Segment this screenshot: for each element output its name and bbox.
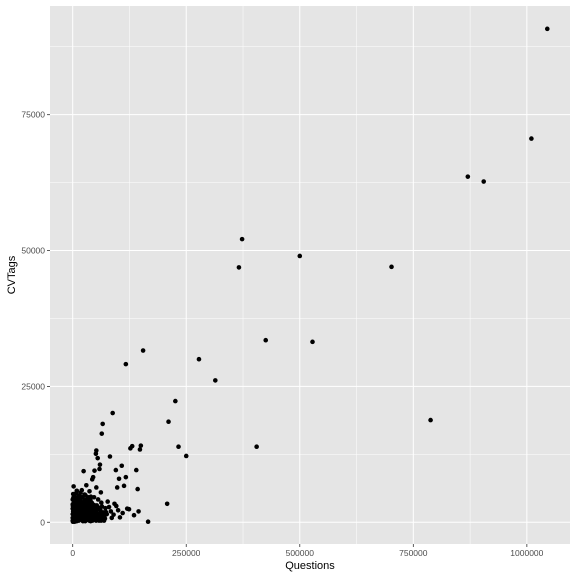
data-point bbox=[92, 468, 97, 473]
data-point bbox=[128, 446, 133, 451]
data-point bbox=[389, 264, 394, 270]
data-point bbox=[123, 361, 129, 367]
data-point bbox=[176, 444, 181, 450]
data-point bbox=[121, 483, 127, 489]
data-point bbox=[183, 453, 189, 459]
data-point bbox=[138, 443, 144, 448]
data-point bbox=[71, 484, 76, 489]
data-point bbox=[481, 179, 487, 184]
y-tick-label: 25000 bbox=[21, 381, 45, 391]
y-axis-ticks: 0 25000 50000 75000 bbox=[21, 110, 50, 527]
data-point bbox=[136, 509, 141, 514]
data-point bbox=[465, 174, 471, 179]
data-point bbox=[76, 509, 81, 514]
data-point bbox=[74, 488, 80, 494]
data-point bbox=[86, 509, 92, 514]
data-point bbox=[117, 515, 123, 520]
data-point bbox=[254, 444, 259, 450]
data-point bbox=[100, 421, 105, 427]
data-point bbox=[119, 463, 125, 469]
data-point bbox=[79, 494, 84, 500]
data-point bbox=[103, 509, 109, 515]
x-tick-label: 250000 bbox=[172, 548, 201, 558]
data-point bbox=[93, 451, 99, 457]
data-point bbox=[310, 339, 315, 345]
x-tick-label: 1000000 bbox=[510, 548, 543, 558]
data-point bbox=[99, 431, 105, 436]
data-point bbox=[173, 398, 178, 404]
data-point bbox=[111, 512, 116, 517]
plot-panel bbox=[50, 6, 570, 544]
data-point bbox=[166, 419, 171, 425]
data-point bbox=[164, 501, 170, 507]
data-point bbox=[133, 467, 139, 473]
data-point bbox=[115, 508, 121, 513]
data-point bbox=[123, 474, 129, 480]
data-point bbox=[263, 337, 269, 343]
data-point bbox=[99, 504, 105, 509]
y-tick-label: 50000 bbox=[21, 246, 45, 256]
data-point bbox=[89, 500, 95, 506]
data-point bbox=[110, 410, 115, 416]
data-point bbox=[102, 516, 108, 521]
data-point bbox=[95, 455, 100, 461]
data-point bbox=[94, 485, 99, 490]
y-tick-label: 75000 bbox=[21, 110, 45, 120]
data-point bbox=[131, 512, 137, 518]
data-point bbox=[113, 467, 119, 473]
data-point bbox=[89, 477, 95, 482]
data-point bbox=[213, 378, 218, 383]
data-point bbox=[114, 485, 120, 490]
data-point bbox=[95, 497, 101, 502]
data-point bbox=[544, 26, 550, 32]
x-axis-ticks: 0 250000 500000 750000 1000000 bbox=[70, 544, 544, 558]
data-point bbox=[79, 487, 85, 493]
x-axis-title: Questions bbox=[285, 560, 335, 572]
data-point bbox=[135, 486, 140, 492]
data-point bbox=[137, 447, 143, 452]
data-point bbox=[236, 265, 242, 270]
data-point bbox=[140, 348, 146, 353]
data-point bbox=[108, 509, 114, 514]
data-point bbox=[196, 356, 202, 362]
data-point bbox=[114, 503, 119, 509]
data-point bbox=[82, 492, 87, 497]
data-point bbox=[105, 499, 110, 504]
data-point bbox=[97, 462, 103, 467]
data-point bbox=[107, 454, 113, 459]
data-point bbox=[428, 417, 433, 423]
data-point bbox=[116, 476, 122, 482]
y-tick-label: 0 bbox=[40, 517, 45, 527]
data-point bbox=[529, 136, 534, 141]
data-point bbox=[84, 483, 89, 488]
data-point bbox=[145, 519, 151, 525]
data-point bbox=[70, 511, 76, 517]
y-axis-title: CVTags bbox=[6, 255, 18, 294]
data-point bbox=[106, 504, 112, 510]
data-point bbox=[120, 510, 125, 516]
data-points bbox=[70, 26, 550, 525]
data-point bbox=[239, 236, 245, 242]
x-tick-label: 500000 bbox=[286, 548, 315, 558]
x-tick-label: 750000 bbox=[399, 548, 428, 558]
data-point bbox=[81, 468, 86, 474]
data-point bbox=[83, 503, 88, 509]
data-point bbox=[297, 253, 303, 259]
data-point bbox=[97, 466, 102, 472]
data-point bbox=[98, 490, 104, 495]
data-point bbox=[124, 506, 130, 511]
x-tick-label: 0 bbox=[70, 548, 75, 558]
data-point bbox=[99, 500, 104, 506]
data-point bbox=[103, 505, 108, 511]
data-point bbox=[87, 488, 92, 494]
data-point bbox=[88, 494, 94, 500]
